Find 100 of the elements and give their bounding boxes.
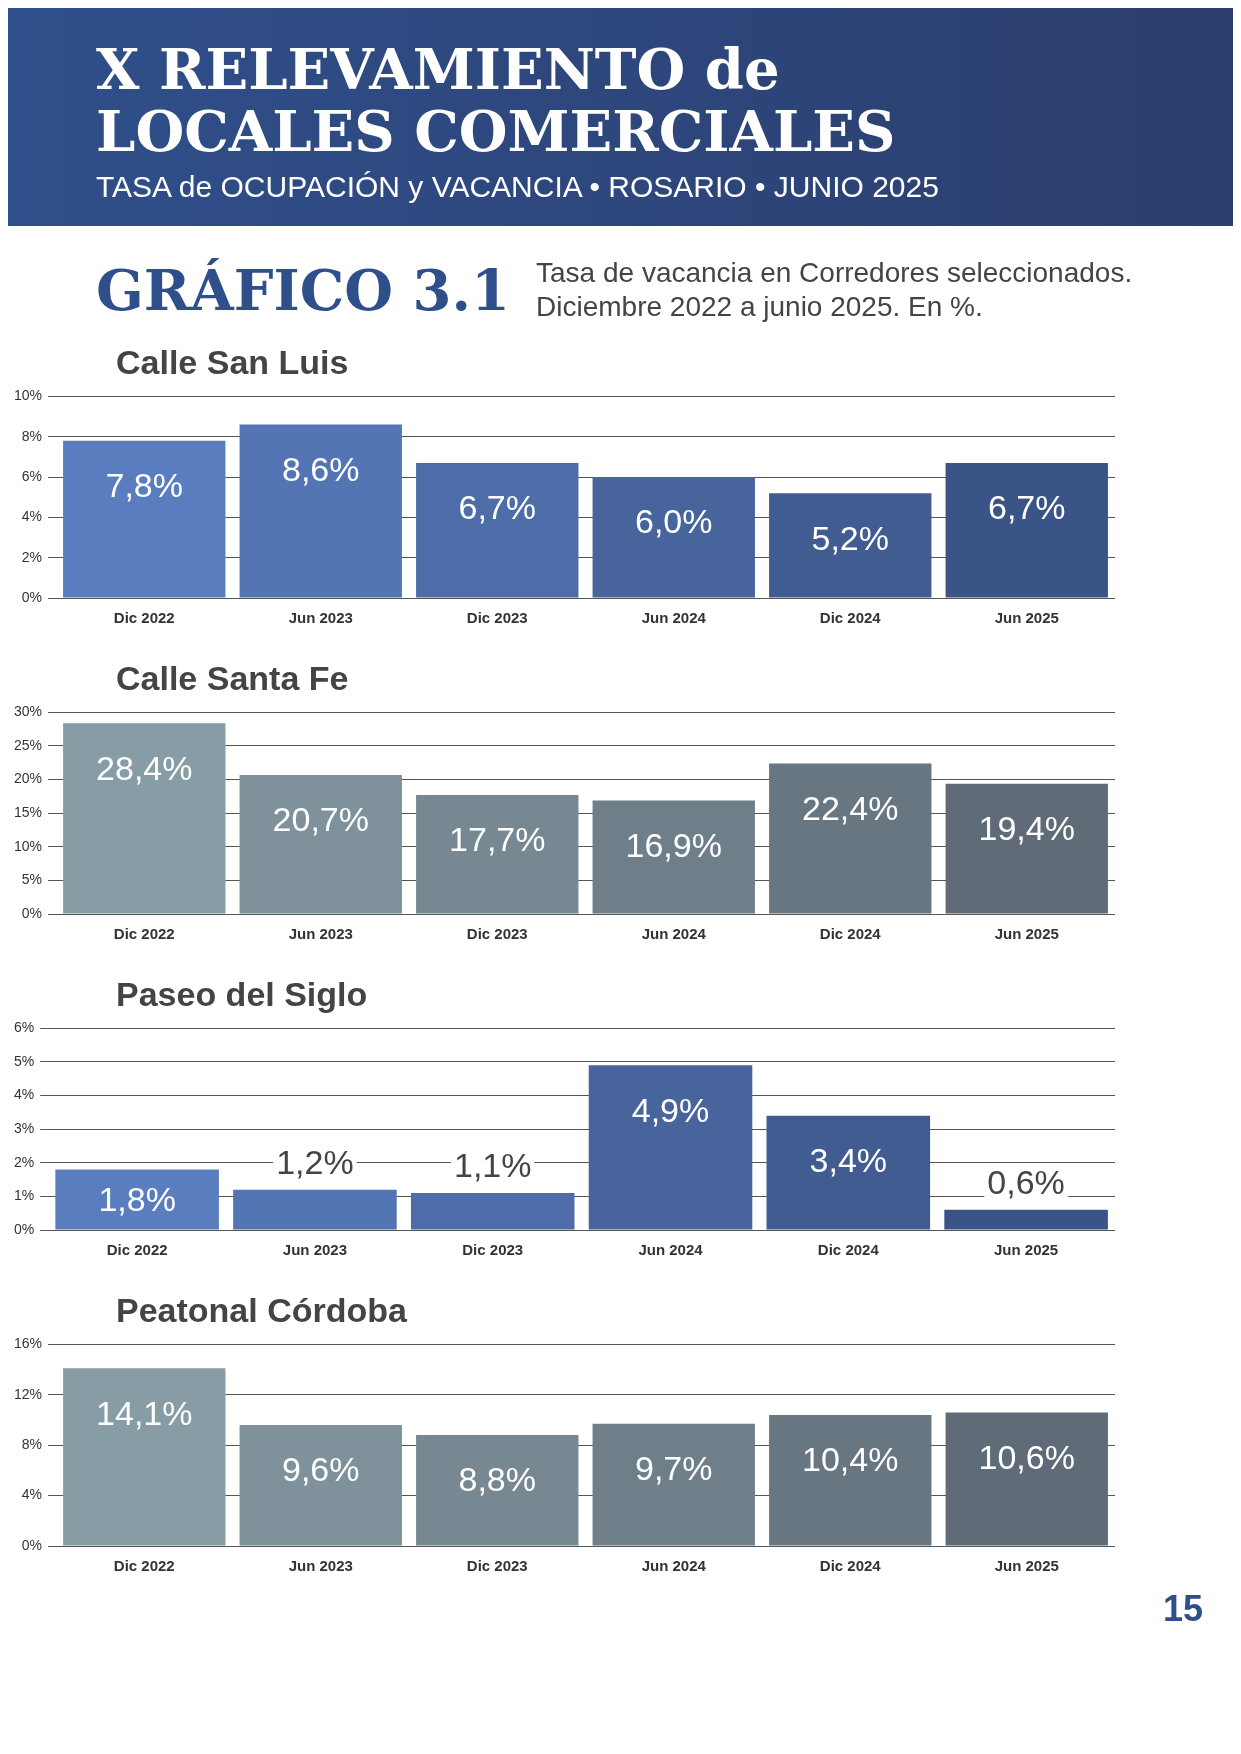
chart-title: Paseo del Siglo — [116, 974, 369, 1014]
bar — [410, 1193, 575, 1230]
x-tick-label: Jun 2023 — [282, 1241, 348, 1259]
x-tick-label: Dic 2023 — [462, 1241, 524, 1259]
data-label: 8,8% — [458, 1460, 537, 1499]
data-label: 19,4% — [978, 809, 1075, 848]
bar — [769, 493, 932, 598]
y-tick-label: 4% — [14, 1086, 35, 1103]
bar — [416, 462, 579, 598]
bar — [63, 1368, 226, 1546]
y-tick-label: 8% — [21, 1436, 43, 1453]
y-tick-label: 5% — [21, 871, 43, 888]
text: X RELEVAMIENTO de LOCALES COMERCIALES — [96, 36, 897, 164]
bar — [239, 424, 402, 598]
x-tick-label: Dic 2023 — [466, 925, 528, 943]
y-tick-label: 1% — [14, 1187, 35, 1204]
bar — [945, 462, 1108, 598]
y-tick-label: 5% — [14, 1052, 35, 1069]
data-label: 3,4% — [809, 1141, 888, 1180]
data-label: 22,4% — [802, 788, 899, 827]
x-tick-label: Dic 2022 — [113, 1557, 175, 1575]
x-tick-label: Jun 2025 — [994, 925, 1059, 943]
x-tick-label: Jun 2024 — [641, 609, 707, 627]
y-tick-label: 3% — [14, 1120, 35, 1137]
text: TASA de OCUPACIÓN y VACANCIA • ROSARIO • JUNIO 2025 — [96, 170, 940, 204]
y-tick-label: 0% — [21, 904, 43, 921]
data-label: 1,8% — [98, 1179, 176, 1218]
data-label: 1,2% — [276, 1143, 354, 1182]
y-tick-label: 8% — [21, 427, 43, 444]
bar — [592, 1423, 755, 1546]
bar — [239, 1425, 402, 1546]
bar — [63, 723, 226, 914]
y-tick-label: 4% — [21, 1486, 43, 1503]
y-tick-label: 12% — [13, 1385, 43, 1402]
x-tick-label: Jun 2024 — [641, 1557, 707, 1575]
text: GRÁFICO 3.1 — [96, 257, 511, 323]
bar — [945, 1412, 1108, 1546]
x-tick-label: Jun 2023 — [288, 1557, 353, 1575]
bar — [588, 1065, 753, 1230]
data-label: 9,7% — [635, 1449, 713, 1488]
x-tick-label: Dic 2023 — [466, 1557, 528, 1575]
x-tick-label: Dic 2024 — [819, 609, 882, 627]
y-tick-label: 2% — [14, 1153, 35, 1170]
x-tick-label: Dic 2023 — [466, 609, 528, 627]
data-label: 16,9% — [625, 825, 722, 864]
text: Tasa de vacancia en Corredores seleccionados. Diciembre 2022 a junio 2025. En %. — [536, 256, 1134, 324]
bar — [592, 477, 755, 598]
x-tick-label: Dic 2022 — [106, 1241, 168, 1259]
data-label: 14,1% — [96, 1393, 193, 1432]
chart-title: Calle San Luis — [116, 342, 350, 382]
y-tick-label: 16% — [13, 1335, 43, 1352]
x-tick-label: Dic 2022 — [113, 925, 175, 943]
data-label: 6,7% — [988, 488, 1066, 527]
bar — [592, 800, 755, 914]
bar — [55, 1169, 219, 1230]
y-tick-label: 0% — [14, 1220, 35, 1237]
y-tick-label: 6% — [21, 467, 43, 484]
x-tick-label: Jun 2025 — [994, 1557, 1059, 1575]
y-tick-label: 6% — [14, 1019, 35, 1036]
y-tick-label: 25% — [13, 736, 43, 753]
chart-title: Peatonal Córdoba — [116, 1290, 408, 1330]
bar — [944, 1209, 1108, 1230]
data-label: 20,7% — [272, 800, 369, 839]
data-label: 9,6% — [282, 1450, 360, 1489]
x-tick-label: Dic 2022 — [113, 609, 175, 627]
data-label: 6,7% — [458, 488, 537, 527]
y-tick-label: 0% — [21, 588, 43, 605]
x-tick-label: Jun 2025 — [993, 1241, 1059, 1259]
y-tick-label: 2% — [21, 548, 43, 565]
data-label: 1,1% — [453, 1146, 532, 1185]
chart-title: Calle Santa Fe — [116, 658, 350, 698]
data-label: 10,4% — [802, 1440, 899, 1479]
data-label: 8,6% — [282, 450, 360, 488]
x-tick-label: Jun 2024 — [641, 925, 707, 943]
x-tick-label: Dic 2024 — [819, 925, 882, 943]
bar — [766, 1115, 931, 1230]
x-tick-label: Dic 2024 — [817, 1241, 880, 1259]
y-tick-label: 10% — [13, 387, 43, 404]
data-label: 28,4% — [96, 748, 193, 787]
x-tick-label: Jun 2025 — [994, 609, 1059, 627]
data-label: 5,2% — [811, 518, 890, 557]
bar — [416, 1435, 579, 1546]
y-tick-label: 0% — [21, 1536, 43, 1553]
x-tick-label: Jun 2023 — [288, 609, 353, 627]
data-label: 6,0% — [635, 502, 713, 541]
bar — [416, 795, 579, 914]
y-tick-label: 30% — [13, 703, 43, 720]
text: 15 — [1161, 1588, 1203, 1630]
y-tick-label: 20% — [13, 770, 43, 787]
y-tick-label: 10% — [13, 837, 43, 854]
x-tick-label: Dic 2024 — [819, 1557, 882, 1575]
data-label: 4,9% — [631, 1090, 710, 1129]
data-label: 7,8% — [105, 466, 184, 505]
bar — [769, 1414, 932, 1546]
data-label: 0,6% — [987, 1163, 1065, 1202]
data-label: 17,7% — [449, 820, 546, 859]
bar — [945, 783, 1108, 914]
x-tick-label: Jun 2023 — [288, 925, 353, 943]
y-tick-label: 4% — [21, 508, 43, 525]
y-tick-label: 15% — [13, 804, 43, 821]
